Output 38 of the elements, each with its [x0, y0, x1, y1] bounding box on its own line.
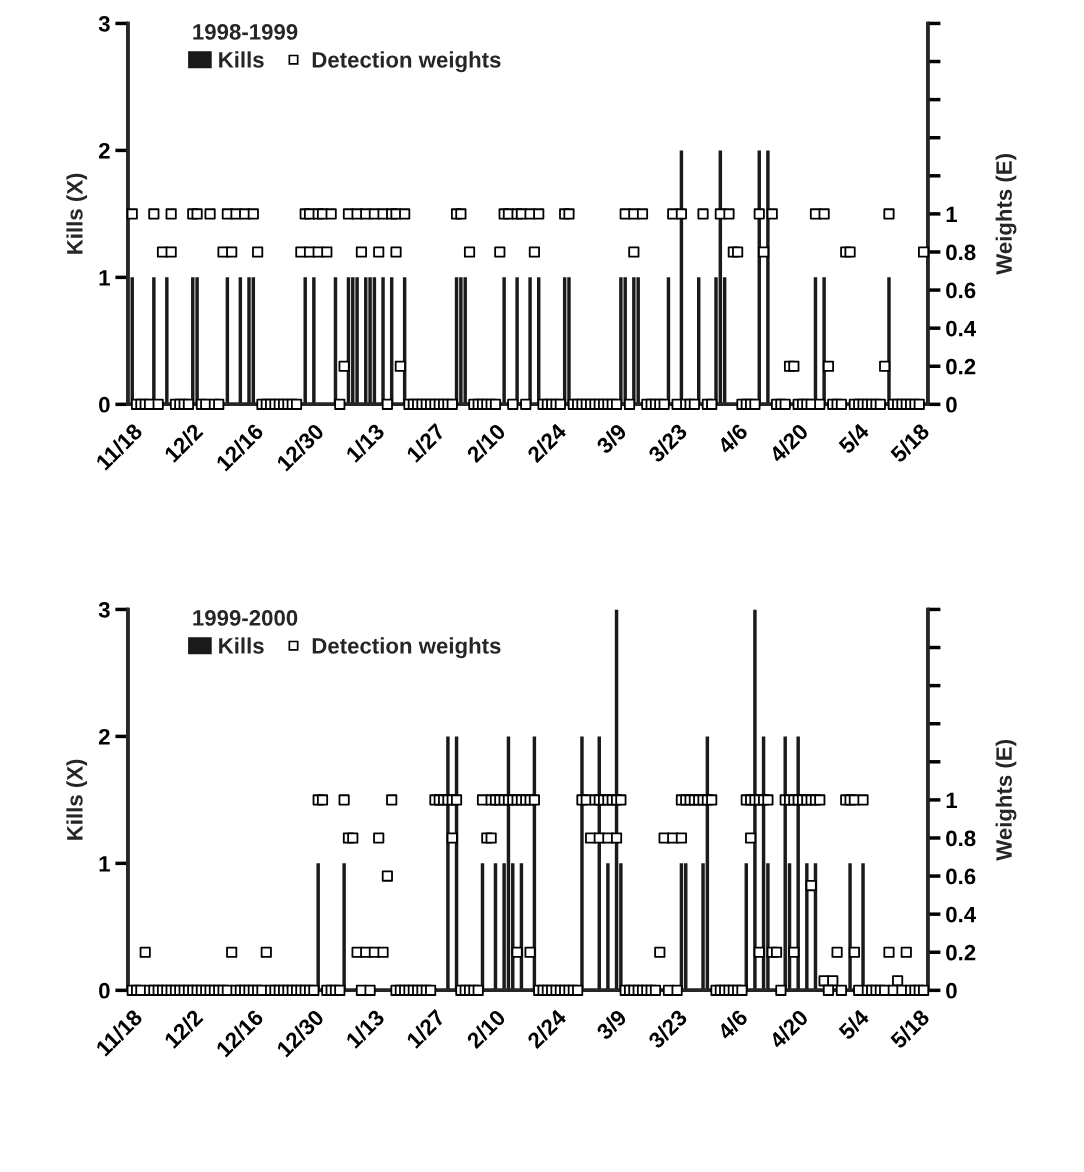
y2-tick-label: 0.6	[946, 868, 976, 885]
y-tick-label: 3	[98, 15, 110, 32]
y2-tick-label: 0.4	[946, 320, 977, 337]
y2-tick-label: 0	[946, 396, 957, 413]
legend-label: Detection weights	[312, 637, 501, 659]
y-tick-label: 1	[99, 856, 110, 872]
y-tick-label: 0	[99, 982, 110, 999]
x-tick-label: 4/6	[716, 422, 749, 456]
y-axis-title: Kills (X)	[66, 759, 88, 840]
x-tick-label: 3/9	[595, 422, 628, 455]
x-tick-label: 3/9	[595, 1008, 628, 1041]
legend-label: Detection weights	[312, 51, 501, 73]
x-tick-label: 5/4	[837, 421, 871, 455]
y2-tick-label: 1	[946, 792, 957, 808]
y2-tick-label: 1	[946, 206, 957, 222]
x-tick-label: 4/20	[767, 422, 810, 464]
y-tick-label: 0	[99, 396, 110, 413]
chart-title: 1998-1999	[193, 24, 298, 40]
y2-axis-title: Weights (E)	[995, 740, 1017, 861]
y-tick-label: 3	[98, 601, 110, 618]
y2-tick-label: 0.8	[946, 244, 976, 261]
y2-tick-label: 0.2	[946, 944, 976, 961]
y2-tick-label: 0.6	[946, 282, 976, 299]
x-tick-label: 4/20	[767, 1008, 810, 1050]
y2-tick-label: 0.8	[946, 830, 976, 847]
legend-label: Kills	[219, 51, 264, 68]
y2-tick-label: 0	[946, 982, 957, 999]
y-tick-label: 2	[98, 728, 110, 745]
y2-tick-label: 0.2	[946, 358, 976, 375]
x-tick-label: 4/6	[716, 1008, 749, 1042]
y2-axis-title: Weights (E)	[995, 154, 1017, 275]
x-tick-label: 5/4	[837, 1007, 871, 1041]
legend-label: Kills	[219, 637, 264, 654]
y-tick-label: 2	[98, 142, 110, 159]
y-axis-title: Kills (X)	[66, 173, 88, 254]
y2-tick-label: 0.4	[946, 906, 977, 923]
chart-title: 1999-2000	[193, 610, 298, 626]
y-tick-label: 1	[99, 270, 110, 286]
